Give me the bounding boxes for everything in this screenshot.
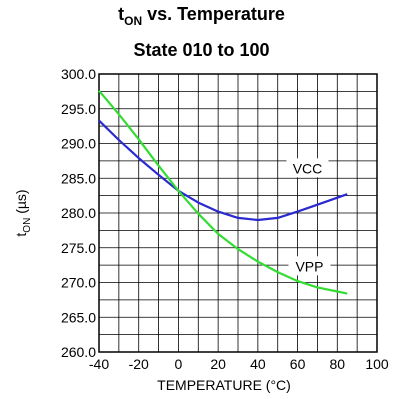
y-tick-label: 280.0: [61, 205, 96, 221]
series-labels: VCC VPP: [286, 158, 331, 276]
series-label-vcc: VCC: [293, 160, 323, 176]
y-tick-label: 275.0: [61, 240, 96, 256]
chart-title: tON vs. Temperature: [118, 4, 285, 28]
tick-labels: -40 -20 0 20 40 60 80 100 300.0 295.0 290.0 285.0 28…: [61, 66, 389, 372]
y-tick-label: 295.0: [61, 101, 96, 117]
y-axis-label: tON (µs): [13, 189, 33, 236]
series-lines: [98, 89, 348, 295]
x-tick-label: 40: [250, 356, 266, 372]
y-tick-label: 270.0: [61, 275, 96, 291]
series-line-vcc: [98, 119, 348, 222]
series-line-vpp: [98, 89, 348, 295]
x-tick-label: 0: [175, 356, 183, 372]
x-tick-label: 60: [290, 356, 306, 372]
x-tick-label: 20: [210, 356, 226, 372]
x-axis-label: TEMPERATURE (°C): [157, 377, 291, 393]
chart-subtitle: State 010 to 100: [133, 40, 270, 60]
series-label-vpp: VPP: [295, 258, 323, 274]
x-tick-label: 100: [365, 356, 389, 372]
series-label-background: [286, 158, 329, 178]
series-label-background: [288, 256, 331, 276]
x-tick-label: -20: [129, 356, 149, 372]
y-tick-label: 300.0: [61, 66, 96, 82]
y-tick-label: 265.0: [61, 309, 96, 325]
grid: [98, 73, 378, 353]
y-tick-label: 290.0: [61, 136, 96, 152]
plot-area-border: [98, 73, 378, 353]
x-tick-label: 80: [329, 356, 345, 372]
y-tick-label: 260.0: [61, 344, 96, 360]
y-tick-label: 285.0: [61, 170, 96, 186]
x-tick-label: -40: [89, 356, 109, 372]
